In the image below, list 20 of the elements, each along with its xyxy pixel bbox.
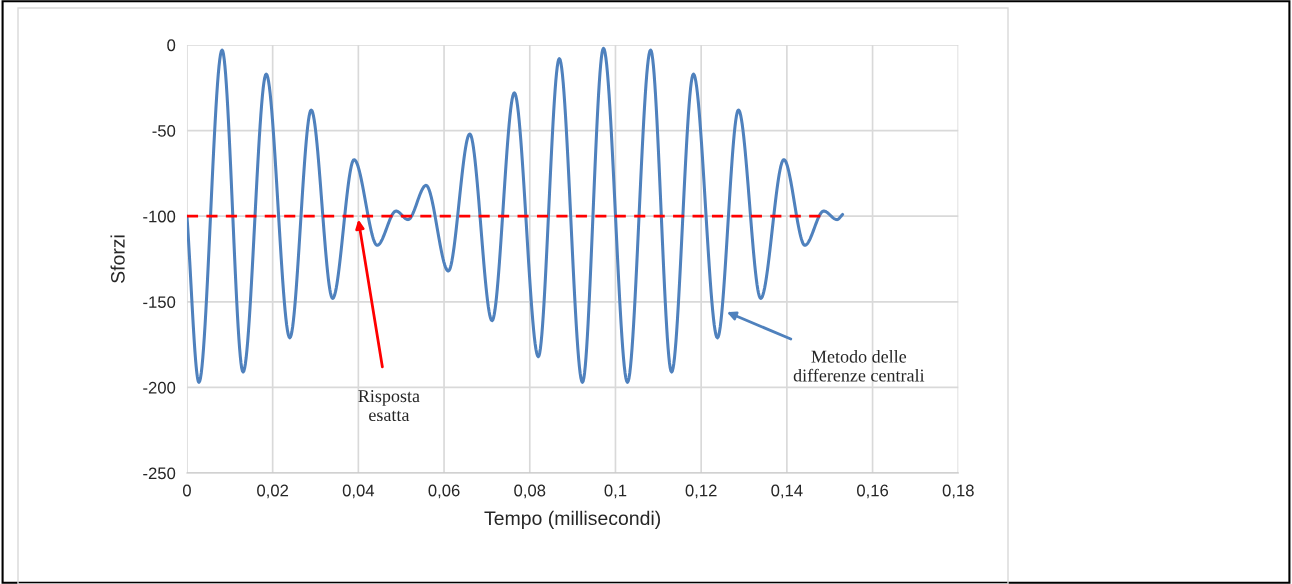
- y-tick-label: -100: [143, 210, 176, 223]
- x-tick-label: 0,04: [342, 484, 375, 499]
- x-tick-label: 0,12: [685, 484, 717, 499]
- y-tick-label: -250: [143, 467, 176, 480]
- y-tick-label: -200: [143, 381, 176, 394]
- x-tick-label: 0,06: [428, 484, 460, 499]
- annotation: Risposta esatta: [358, 390, 420, 422]
- annotation: Metodo delle differenze centrali: [793, 350, 925, 382]
- y-axis-title: Sforzi: [110, 235, 125, 283]
- y-tick-label: -50: [152, 124, 176, 137]
- x-tick-label: 0,08: [514, 484, 546, 499]
- x-tick-label: 0: [182, 484, 191, 497]
- x-axis-title: Tempo (millisecondi): [484, 510, 661, 529]
- x-tick-label: 0,1: [604, 484, 627, 499]
- y-tick-label: -150: [143, 296, 176, 309]
- x-tick-label: 0,18: [942, 484, 974, 499]
- y-tick-label: 0: [167, 39, 176, 52]
- x-tick-label: 0,02: [257, 484, 289, 499]
- x-tick-label: 0,16: [857, 484, 889, 499]
- x-tick-label: 0,14: [771, 484, 803, 499]
